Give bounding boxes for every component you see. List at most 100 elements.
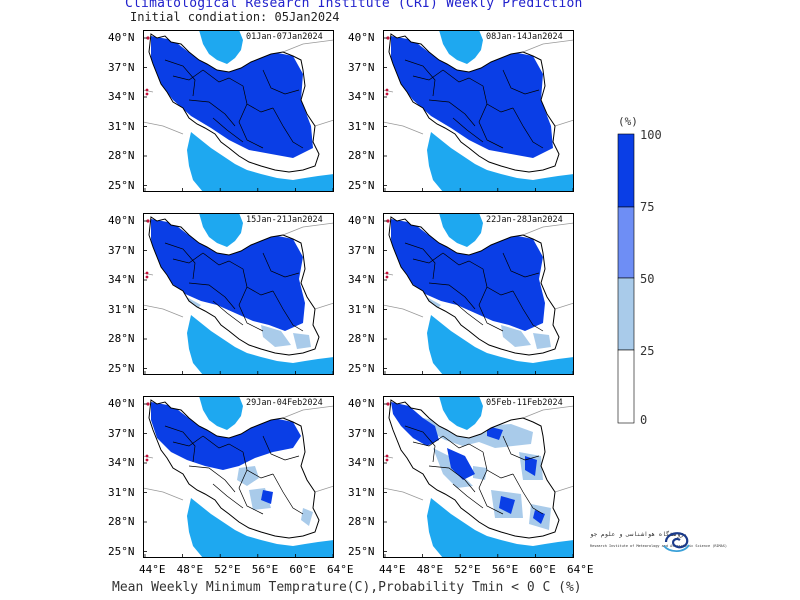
lat-tick-label: 31°N	[348, 119, 375, 133]
lat-tick-label: 40°N	[348, 214, 375, 227]
caspian-sea	[439, 396, 483, 430]
map-panel: 22Jan-28Jan2024	[383, 213, 577, 375]
prob-75-100-area	[391, 402, 439, 446]
caspian-sea	[199, 30, 243, 64]
panel-date-label: 01Jan-07Jan2024	[246, 32, 323, 42]
iran-border	[148, 33, 320, 173]
lon-tick-label: 48°E	[176, 563, 204, 576]
lat-tick-label: 25°N	[108, 361, 135, 375]
prob-25-50-area	[261, 325, 291, 347]
map-svg	[143, 396, 334, 558]
panel-date-label: 05Feb-11Feb2024	[486, 398, 563, 408]
legend-swatch-75-100	[617, 133, 635, 208]
figure-caption: Mean Weekly Minimum Temprature(C),Probab…	[112, 580, 582, 595]
lat-tick-label: 40°N	[348, 397, 375, 410]
lat-tick-label: 37°N	[108, 426, 135, 440]
prob-75-100-area	[151, 219, 305, 331]
lat-tick-label: 31°N	[108, 302, 135, 316]
logo-name-fa: پژوهشگاه هواشناسی و علوم جو	[590, 531, 688, 538]
panel-date-label: 15Jan-21Jan2024	[246, 215, 323, 225]
iran-border	[388, 399, 560, 539]
map-svg	[143, 30, 334, 192]
lat-tick-label: 31°N	[348, 485, 375, 499]
initial-condition-label: Initial condiation: 05Jan2024	[130, 10, 340, 24]
lat-tick-label: 40°N	[108, 214, 135, 227]
persian-gulf	[427, 315, 574, 375]
probability-legend: (%) 100 75 50 25 0	[600, 115, 680, 435]
lat-tick-label: 28°N	[108, 515, 135, 528]
legend-swatch-25-50	[617, 277, 635, 351]
lat-tick-label: 25°N	[108, 544, 135, 558]
persian-gulf	[427, 132, 574, 192]
prob-25-50-area	[301, 508, 313, 526]
prob-75-100-area	[391, 36, 553, 158]
panel-date-label: 29Jan-04Feb2024	[246, 398, 323, 408]
prob-75-100-area	[391, 219, 545, 331]
prob-25-50-area	[501, 325, 531, 347]
legend-value-50: 50	[640, 272, 655, 286]
iran-border	[388, 33, 560, 173]
lat-tick-label: 28°N	[348, 332, 375, 345]
lat-tick-label: 28°N	[348, 515, 375, 528]
lat-tick-label: 34°N	[348, 273, 375, 286]
caspian-sea	[439, 30, 483, 64]
legend-value-100: 100	[640, 128, 662, 142]
lon-tick-label: 60°E	[529, 563, 556, 576]
iran-border	[148, 216, 320, 356]
caspian-sea	[439, 213, 483, 247]
lat-tick-label: 37°N	[348, 60, 375, 74]
prob-25-50-area	[293, 333, 311, 349]
lat-tick-label: 28°N	[108, 332, 135, 345]
persian-gulf	[187, 315, 334, 375]
iran-border	[148, 399, 320, 539]
lat-tick-label: 34°N	[348, 456, 375, 469]
logo-swirl-icon	[663, 532, 690, 553]
map-svg	[383, 213, 574, 375]
lon-tick-label: 44°E	[139, 563, 166, 576]
lat-tick-label: 40°N	[108, 397, 135, 410]
map-svg	[383, 30, 574, 192]
lon-tick-label: 44°E	[379, 563, 406, 576]
lon-tick-label: 64°E	[327, 563, 354, 576]
map-panel: 29Jan-04Feb2024	[143, 396, 337, 558]
legend-swatch-0-25	[617, 349, 635, 424]
panel-date-label: 08Jan-14Jan2024	[486, 32, 563, 42]
page-title: Climatological Research Institute (CRI) …	[125, 0, 583, 11]
prob-25-50-area	[237, 466, 259, 486]
map-panel: 05Feb-11Feb2024	[383, 396, 577, 558]
lat-tick-label: 28°N	[108, 149, 135, 162]
lon-tick-label: 52°E	[214, 563, 241, 576]
lat-tick-label: 25°N	[348, 361, 375, 375]
legend-unit: (%)	[618, 115, 638, 128]
map-svg	[143, 213, 334, 375]
lon-tick-label: 56°E	[491, 563, 519, 576]
lat-tick-label: 31°N	[108, 119, 135, 133]
caspian-sea	[199, 396, 243, 430]
prob-75-100-area	[499, 496, 515, 514]
rimas-logo: پژوهشگاه هواشناسی و علوم جو Research Ins…	[590, 528, 727, 554]
panel-date-label: 22Jan-28Jan2024	[486, 215, 563, 225]
caspian-sea	[199, 213, 243, 247]
lat-tick-label: 37°N	[108, 243, 135, 257]
prob-75-100-area	[261, 490, 273, 504]
lon-tick-label: 56°E	[251, 563, 279, 576]
lon-tick-label: 52°E	[454, 563, 481, 576]
prob-75-100-area	[151, 36, 313, 158]
map-svg	[383, 396, 574, 558]
lon-tick-label: 64°E	[567, 563, 594, 576]
lat-tick-label: 37°N	[348, 243, 375, 257]
lat-tick-label: 25°N	[348, 178, 375, 192]
legend-colorbar	[617, 133, 635, 424]
prob-75-100-area	[487, 426, 503, 440]
lat-tick-label: 34°N	[108, 273, 135, 286]
lat-tick-label: 34°N	[108, 90, 135, 103]
lat-tick-label: 34°N	[348, 90, 375, 103]
prob-25-50-area	[533, 333, 551, 349]
persian-gulf	[187, 132, 334, 192]
lat-tick-label: 34°N	[108, 456, 135, 469]
lat-tick-label: 37°N	[108, 60, 135, 74]
lat-tick-label: 31°N	[348, 302, 375, 316]
legend-value-75: 75	[640, 200, 655, 214]
lat-tick-label: 31°N	[108, 485, 135, 499]
prob-25-50-area	[473, 466, 487, 480]
